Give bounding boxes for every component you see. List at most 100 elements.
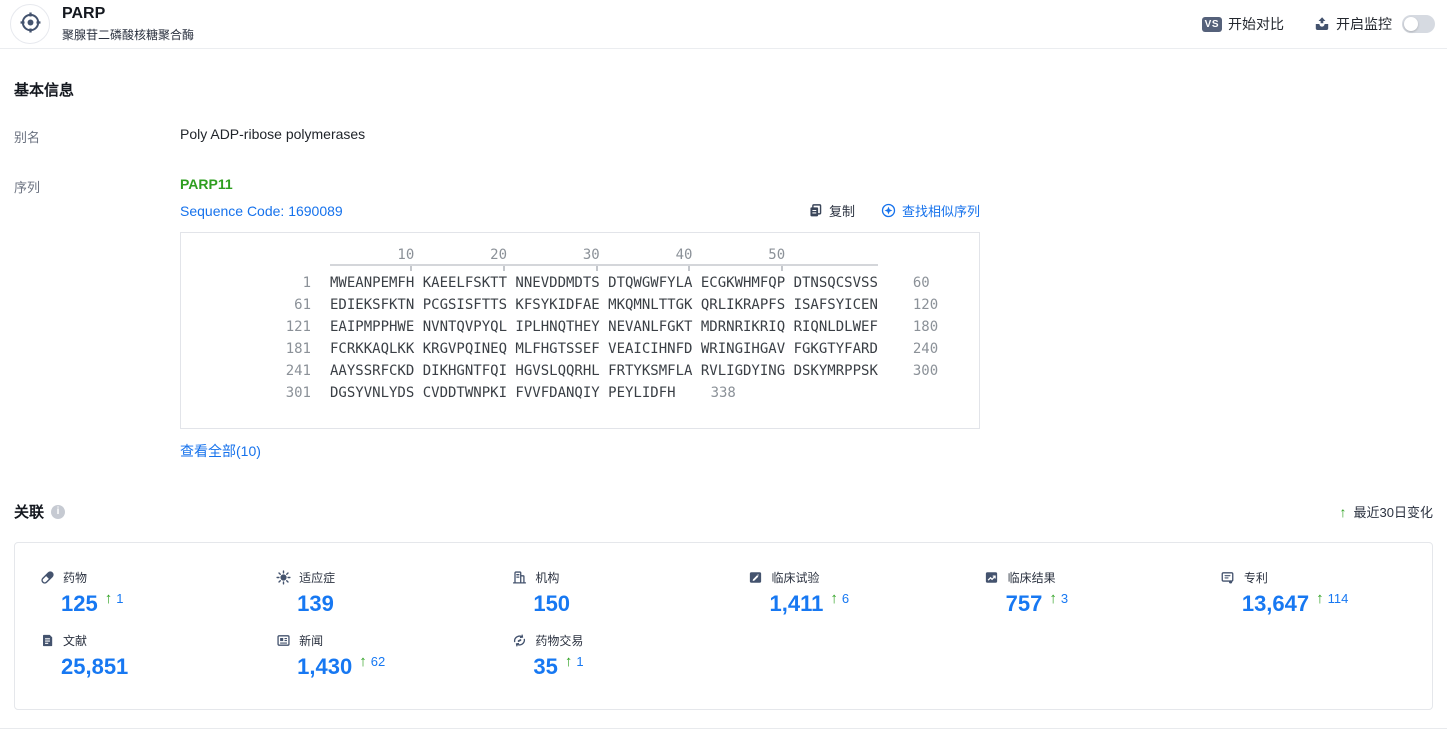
stat-change: ↑ 62 bbox=[359, 653, 385, 670]
residue-start-number: 121 bbox=[285, 319, 311, 335]
virus-icon bbox=[275, 570, 291, 586]
stat-value: 25,851 bbox=[61, 654, 129, 679]
clinical-trial-icon bbox=[748, 570, 764, 586]
sequence-ruler-line bbox=[330, 264, 878, 272]
stat-item[interactable]: 适应症 139 bbox=[251, 569, 487, 618]
stat-head: 新闻 bbox=[275, 632, 487, 649]
stat-change-number: 1 bbox=[116, 591, 124, 606]
sequence-actions: 复制 查找相似序列 bbox=[808, 201, 980, 220]
sequence-header-row: Sequence Code: 1690089 复制 bbox=[180, 201, 980, 220]
stat-label: 机构 bbox=[535, 571, 560, 585]
stat-item[interactable]: 新闻 1,430 ↑ 62 bbox=[251, 632, 487, 681]
stat-value: 150 bbox=[533, 591, 571, 616]
stat-value: 125 bbox=[61, 591, 98, 616]
stat-item[interactable]: 临床结果 757 ↑ 3 bbox=[960, 569, 1196, 618]
literature-icon bbox=[39, 633, 55, 649]
residue-start-number: 1 bbox=[302, 275, 311, 291]
sequence-name-tab[interactable]: PARP11 bbox=[180, 176, 233, 192]
find-similar-icon bbox=[881, 203, 897, 219]
residue-end-number: 300 bbox=[912, 363, 939, 379]
stat-head: 药物交易 bbox=[511, 632, 723, 649]
patent-icon bbox=[1220, 570, 1236, 586]
copy-button[interactable]: 复制 bbox=[808, 201, 855, 220]
header-bar: PARP 聚腺苷二磷酸核糖聚合酶 VS 开始对比 开启监控 bbox=[0, 0, 1447, 49]
stat-label: 适应症 bbox=[299, 571, 336, 585]
start-compare-button[interactable]: VS 开始对比 bbox=[1201, 14, 1284, 34]
vs-icon: VS bbox=[1201, 16, 1222, 32]
stat-value: 757 bbox=[1005, 591, 1043, 616]
stat-change-number: 6 bbox=[841, 591, 850, 606]
monitor-toggle[interactable] bbox=[1402, 15, 1435, 33]
stat-change: ↑ 6 bbox=[830, 590, 849, 607]
stat-change-number: 62 bbox=[370, 654, 386, 669]
target-avatar bbox=[10, 4, 50, 44]
clinical-result-icon bbox=[984, 570, 1000, 586]
toggle-knob bbox=[1404, 17, 1418, 31]
residue-end-number: 180 bbox=[912, 319, 939, 335]
stat-head: 药物 bbox=[39, 569, 251, 586]
basic-info-title: 基本信息 bbox=[14, 82, 75, 99]
up-arrow-icon: ↑ bbox=[830, 590, 838, 607]
header-actions: VS 开始对比 开启监控 bbox=[1201, 14, 1435, 34]
stat-change: ↑ 3 bbox=[1049, 590, 1068, 607]
info-icon[interactable]: i bbox=[51, 504, 66, 519]
stat-label: 新闻 bbox=[299, 634, 324, 648]
stat-head: 文献 bbox=[39, 632, 251, 649]
stat-value-row: 757 ↑ 3 bbox=[1006, 590, 1196, 618]
main-content: 基本信息 别名 Poly ADP-ribose polymerases 序列 P… bbox=[0, 79, 1447, 729]
stat-value-row: 35 ↑ 1 bbox=[533, 653, 723, 681]
stat-value-row: 125 ↑ 1 bbox=[61, 590, 251, 618]
stat-label: 药物 bbox=[63, 571, 88, 585]
stat-value: 35 bbox=[533, 654, 558, 679]
sequence-label: 序列 bbox=[14, 180, 41, 195]
residues: MWEANPEMFH KAEELFSKTT NNEVDDMDTS DTQWGWF… bbox=[330, 275, 878, 291]
sequence-row: 121 EAIPMPPHWE NVNTQVPYQL IPLHNQTHEY NEVA… bbox=[181, 316, 979, 338]
view-all-link[interactable]: 查看全部(10) bbox=[180, 443, 261, 459]
sequence-row: 61 EDIEKSFKTN PCGSISFTTS KFSYKIDFAE MKQMN… bbox=[181, 294, 979, 316]
monitor-icon bbox=[1314, 16, 1330, 32]
stat-change-number: 1 bbox=[576, 654, 584, 669]
copy-label: 复制 bbox=[828, 204, 855, 219]
target-icon bbox=[19, 11, 42, 37]
residue-end-number: 60 bbox=[912, 275, 930, 291]
stat-item[interactable]: 文献 25,851 bbox=[15, 632, 251, 681]
monitor-label: 开启监控 bbox=[1336, 16, 1392, 32]
stat-value: 13,647 bbox=[1241, 591, 1310, 616]
stat-value-row: 139 bbox=[297, 590, 487, 618]
change-note-label: 最近30日变化 bbox=[1353, 505, 1433, 520]
stat-item[interactable]: 临床试验 1,411 ↑ 6 bbox=[724, 569, 960, 618]
residues: AAYSSRFCKD DIKHGNTFQI HGVSLQQRHL FRTYKSM… bbox=[330, 363, 878, 379]
residue-start-number: 61 bbox=[294, 297, 311, 313]
alias-row: 别名 Poly ADP-ribose polymerases bbox=[14, 126, 1433, 146]
stat-value-row: 1,411 ↑ 6 bbox=[770, 590, 960, 618]
find-similar-button[interactable]: 查找相似序列 bbox=[881, 201, 980, 220]
sequence-row: 301 DGSYVNLYDS CVDDTWNPKI FVVFDANQIY PEYL… bbox=[181, 382, 979, 404]
sequence-row: 241 AAYSSRFCKD DIKHGNTFQI HGVSLQQRHL FRTY… bbox=[181, 360, 979, 382]
stat-item[interactable]: 药物交易 35 ↑ 1 bbox=[487, 632, 723, 681]
residue-end-number: 338 bbox=[710, 385, 736, 401]
stat-item[interactable]: 机构 150 bbox=[487, 569, 723, 618]
sequence-block: PARP11 Sequence Code: 1690089 复制 bbox=[180, 176, 980, 461]
page-title: PARP bbox=[62, 5, 106, 22]
sequence-rows: 1 MWEANPEMFH KAEELFSKTT NNEVDDMDTS DTQWGW… bbox=[181, 272, 979, 404]
find-similar-label: 查找相似序列 bbox=[901, 204, 980, 219]
stat-item[interactable]: 药物 125 ↑ 1 bbox=[15, 569, 251, 618]
up-arrow-icon: ↑ bbox=[1339, 503, 1347, 520]
stat-head: 适应症 bbox=[275, 569, 487, 586]
stat-change: ↑ 1 bbox=[105, 590, 124, 607]
stat-change: ↑ 1 bbox=[565, 653, 584, 670]
stat-value: 1,430 bbox=[297, 654, 353, 679]
associations-header: 关联 i ↑ 最近30日变化 bbox=[14, 501, 1433, 522]
monitor-group: 开启监控 bbox=[1314, 14, 1435, 34]
stat-value-row: 1,430 ↑ 62 bbox=[297, 653, 487, 681]
alias-label: 别名 bbox=[14, 130, 41, 145]
sequence-row: 1 MWEANPEMFH KAEELFSKTT NNEVDDMDTS DTQWGW… bbox=[181, 272, 979, 294]
up-arrow-icon: ↑ bbox=[1049, 590, 1057, 607]
up-arrow-icon: ↑ bbox=[1316, 590, 1324, 607]
sequence-code-link[interactable]: Sequence Code: 1690089 bbox=[180, 202, 343, 219]
stat-value: 139 bbox=[297, 591, 334, 616]
copy-icon bbox=[808, 203, 824, 219]
stat-value: 1,411 bbox=[769, 591, 824, 616]
stat-label: 专利 bbox=[1243, 571, 1268, 585]
stat-item[interactable]: 专利 13,647 ↑ 114 bbox=[1196, 569, 1432, 618]
